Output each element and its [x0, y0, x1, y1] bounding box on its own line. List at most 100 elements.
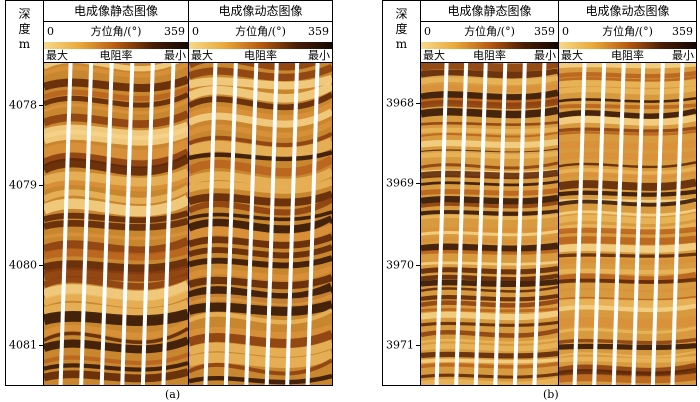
bedding-band: [44, 320, 188, 339]
track-title: 电成像动态图像: [189, 1, 332, 22]
bedding-band: [189, 339, 332, 357]
pad-gap: [611, 63, 626, 385]
depth-tick-label: 4081: [9, 338, 37, 352]
bedding-band: [421, 106, 558, 119]
depth-tick-label: 4078: [9, 98, 37, 112]
track-header: 电成像动态图像 0 方位角/(°) 359 最大 电阻率 最小: [559, 1, 696, 63]
static-image-track: 电成像静态图像 0 方位角/(°) 359 最大 电阻率 最小: [421, 1, 558, 385]
resistivity-colorbar: [44, 42, 188, 49]
depth-tick: [416, 103, 420, 104]
resistivity-label: 电阻率: [611, 49, 644, 62]
track-header: 电成像静态图像 0 方位角/(°) 359 最大 电阻率 最小: [44, 1, 188, 63]
depth-tick-label: 3970: [386, 258, 414, 272]
pad-gap: [454, 63, 469, 385]
scale-max: 359: [164, 25, 185, 38]
bedding-band: [421, 310, 558, 321]
bedding-band: [421, 350, 558, 359]
depth-unit: m: [18, 37, 31, 51]
bedding-band: [559, 267, 696, 275]
resistivity-label: 电阻率: [473, 49, 506, 62]
depth-tick-label: 4080: [9, 258, 37, 272]
dynamic-image-canvas: [189, 63, 332, 385]
scale-max: 359: [534, 25, 555, 38]
track-title: 电成像静态图像: [421, 1, 558, 22]
panel-a: 深 度 m 4078 4079 4080 4081 电成像静态图像 0 方位角/…: [5, 0, 333, 386]
dynamic-image-track: 电成像动态图像 0 方位角/(°) 359 最大 电阻率 最小: [559, 1, 696, 385]
resistivity-colorbar: [421, 42, 558, 49]
bedding-band: [559, 85, 696, 95]
resistivity-scale: 最大 电阻率 最小: [421, 48, 558, 63]
bedding-band: [559, 362, 696, 375]
panel-b: 深 度 m 3968 3969 3970 3971 电成像静态图像 0 方位角/…: [382, 0, 697, 386]
caption-a: (a): [165, 388, 181, 401]
bedding-band: [189, 282, 332, 304]
bedding-band: [421, 357, 558, 364]
bedding-band: [421, 273, 558, 282]
pad-gap: [161, 63, 176, 385]
pad-gap: [99, 63, 114, 385]
borehole-image: [559, 63, 696, 385]
pad-gap: [512, 63, 527, 385]
bedding-band: [421, 68, 558, 80]
pad-gap: [473, 63, 488, 385]
depth-tick: [39, 105, 43, 106]
bedding-band: [559, 343, 696, 350]
azimuth-scale: 0 方位角/(°) 359: [189, 22, 332, 42]
bedding-band: [559, 295, 696, 302]
pad-gap: [650, 63, 665, 385]
bedding-band: [559, 372, 696, 384]
dynamic-image-track: 电成像动态图像 0 方位角/(°) 359 最大 电阻率 最小: [189, 1, 332, 385]
resistivity-max-label: 最大: [561, 49, 583, 62]
scale-label: 方位角/(°): [602, 25, 653, 38]
bedding-band: [44, 299, 188, 318]
bedding-band: [559, 277, 696, 284]
pad-gap: [244, 63, 259, 385]
bedding-band: [559, 150, 696, 161]
resistivity-label: 电阻率: [244, 49, 277, 62]
pad-gap: [493, 63, 508, 385]
bedding-band: [559, 322, 696, 329]
depth-title-char: 深: [18, 7, 31, 21]
pad-gap: [670, 63, 685, 385]
depth-tick-label: 3969: [386, 176, 414, 190]
resistivity-min-label: 最小: [672, 49, 694, 62]
depth-column: 深 度 m 4078 4079 4080 4081: [6, 1, 44, 385]
dynamic-image-canvas: [559, 63, 696, 385]
borehole-image: [44, 63, 188, 385]
resistivity-colorbar: [559, 42, 696, 49]
depth-title-char: 深: [395, 7, 408, 21]
depth-tick: [416, 265, 420, 266]
bedding-band: [421, 372, 558, 379]
resistivity-max-label: 最大: [191, 49, 213, 62]
bedding-band: [44, 361, 188, 372]
bedding-band: [559, 326, 696, 334]
depth-tick-label: 3968: [386, 96, 414, 110]
bedding-band: [189, 291, 332, 306]
bedding-band: [421, 361, 558, 369]
bedding-band: [559, 315, 696, 326]
bedding-band: [421, 298, 558, 308]
depth-unit: m: [395, 37, 408, 51]
pad-gap: [140, 63, 155, 385]
scale-label: 方位角/(°): [464, 25, 515, 38]
borehole-image: [189, 63, 332, 385]
pad-gap: [203, 63, 218, 385]
scale-label: 方位角/(°): [90, 25, 142, 38]
bedding-band: [421, 320, 558, 327]
bedding-band: [189, 300, 332, 316]
bedding-band: [421, 260, 558, 266]
resistivity-max-label: 最大: [423, 49, 445, 62]
caption-b: (b): [543, 388, 559, 401]
bedding-band: [421, 377, 558, 385]
resistivity-min-label: 最小: [308, 49, 330, 62]
depth-tick: [416, 183, 420, 184]
resistivity-scale: 最大 电阻率 最小: [559, 48, 696, 63]
bedding-band: [559, 303, 696, 313]
scale-max: 359: [672, 25, 693, 38]
track-title: 电成像动态图像: [559, 1, 696, 22]
bedding-band: [421, 341, 558, 352]
bedding-band: [559, 70, 696, 79]
bedding-band: [421, 89, 558, 101]
track-divider: [558, 1, 559, 385]
depth-title: 深 度 m: [383, 7, 420, 52]
